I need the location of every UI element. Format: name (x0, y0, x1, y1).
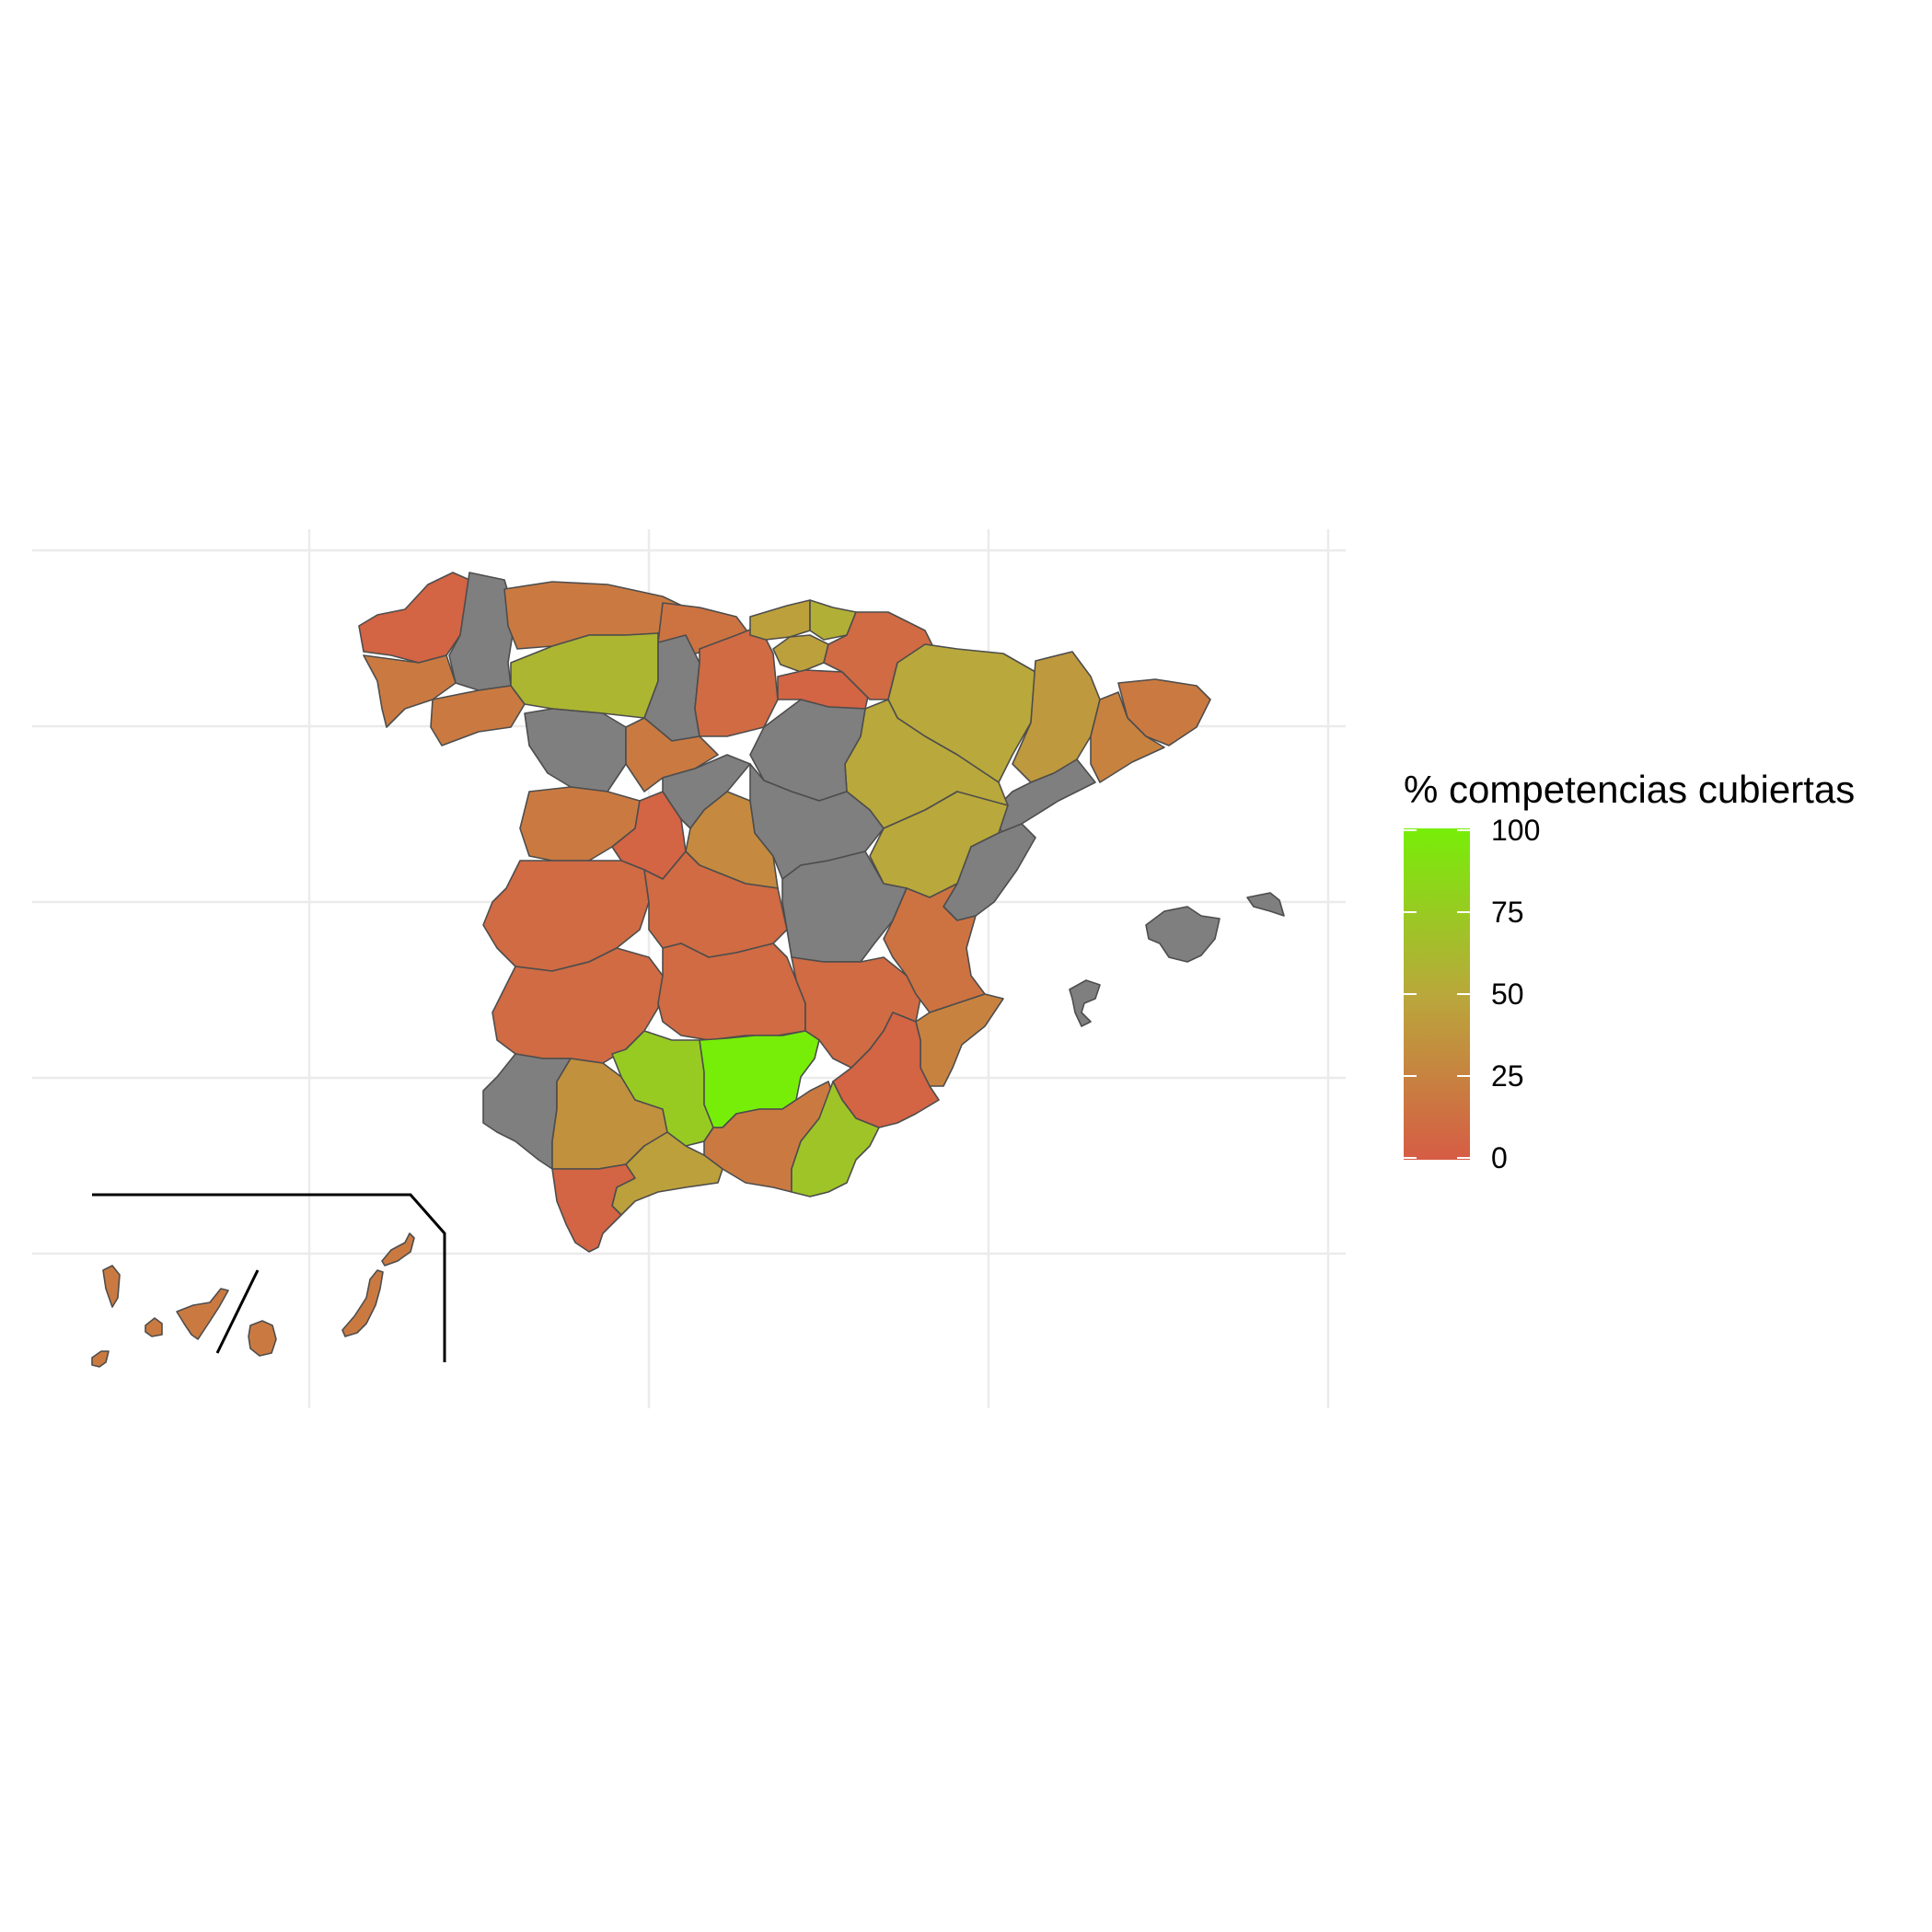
legend: % competencias cubiertas 100 75 50 25 0 (1404, 768, 1855, 1174)
province-alava (772, 634, 829, 673)
province-santa-cruz-tenerife-gomera (145, 1317, 163, 1337)
legend-tick-75: 75 (1491, 896, 1524, 929)
province-las-palmas-fuerteventura (341, 1269, 384, 1337)
province-bizkaia (749, 599, 811, 641)
legend-tick-25: 25 (1491, 1059, 1524, 1093)
province-valladolid (625, 717, 719, 792)
province-santa-cruz-tenerife-tenerife (176, 1288, 229, 1340)
province-menorca (1246, 892, 1285, 917)
province-soria (749, 699, 866, 802)
province-mallorca (1145, 906, 1221, 963)
province-las-palmas-lanzarote (381, 1232, 415, 1267)
province-ciudad-real (657, 943, 806, 1041)
legend-tick-50: 50 (1491, 978, 1524, 1011)
legend-tick-100: 100 (1491, 814, 1540, 847)
province-cuenca (781, 850, 908, 963)
province-almeria (791, 1081, 880, 1197)
legend-title: % competencias cubiertas (1404, 768, 1855, 811)
province-ibiza (1069, 979, 1101, 1027)
legend-tick-0: 0 (1491, 1141, 1508, 1174)
province-pontevedra (363, 654, 457, 728)
province-las-palmas-gran-canaria (248, 1320, 277, 1357)
province-santa-cruz-tenerife-hierro (91, 1350, 110, 1368)
province-toledo (643, 850, 788, 958)
province-barcelona (1090, 691, 1165, 783)
province-ourense (430, 685, 526, 746)
canary-inset-frame (92, 1193, 446, 1362)
provinces-layer (91, 572, 1285, 1368)
province-zamora (524, 708, 627, 792)
province-cadiz (551, 1163, 636, 1253)
province-santa-cruz-tenerife-la-palma (102, 1265, 121, 1308)
